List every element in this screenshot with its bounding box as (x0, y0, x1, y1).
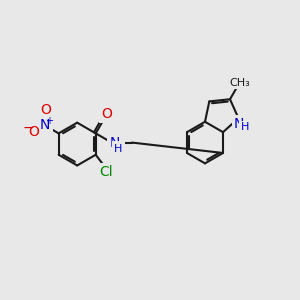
Text: H: H (241, 122, 249, 132)
Text: N: N (40, 118, 50, 132)
Text: Cl: Cl (99, 165, 112, 179)
Text: O: O (28, 125, 39, 140)
Text: N: N (110, 136, 120, 150)
Text: N: N (234, 117, 244, 130)
Text: CH₃: CH₃ (230, 78, 250, 88)
Text: −: − (22, 121, 34, 135)
Text: O: O (40, 103, 51, 117)
Text: H: H (114, 143, 123, 154)
Text: +: + (45, 116, 53, 126)
Text: O: O (101, 107, 112, 121)
